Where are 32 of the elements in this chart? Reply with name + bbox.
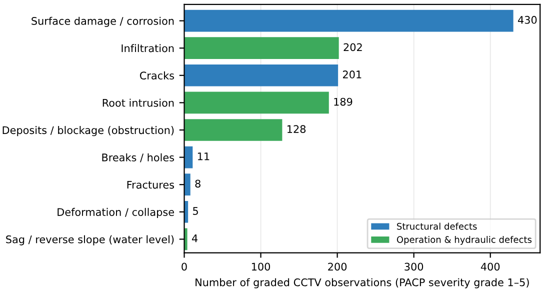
y-tick-label: Sag / reverse slope (water level): [6, 235, 174, 246]
bar: [184, 37, 339, 60]
y-tick-label: Deposits / blockage (obstruction): [2, 126, 174, 136]
bar: [184, 92, 329, 114]
x-tick-label: 400: [480, 262, 500, 271]
y-tick-label: Infiltration: [122, 44, 174, 52]
data-label: 430: [518, 16, 537, 24]
x-tick-label: 0: [182, 262, 187, 271]
x-tick-label: 200: [328, 262, 347, 271]
data-label: 8: [195, 180, 200, 188]
y-tick-label: Cracks: [140, 71, 174, 80]
data-label: 189: [334, 98, 352, 106]
x-tick-label: 100: [252, 262, 270, 271]
legend-label: Structural defects: [397, 222, 477, 230]
x-axis-title: Number of graded CCTV observations (PACP severity grade 1–5): [196, 278, 529, 288]
bar: [184, 174, 190, 196]
y-tick-label: Surface damage / corrosion: [32, 16, 174, 27]
data-label: 4: [192, 234, 198, 242]
y-tick-label: Breaks / holes: [102, 153, 174, 162]
data-label: 128: [288, 125, 306, 134]
data-label: 11: [198, 152, 210, 160]
legend-label: Operation & hydraulic defects: [396, 236, 532, 245]
bar: [184, 64, 338, 86]
y-tick-label: Root intrusion: [102, 98, 174, 107]
y-tick-label: Fractures: [127, 180, 174, 189]
x-tick-label: 300: [404, 262, 424, 271]
data-label: 5: [193, 207, 198, 215]
bar: [184, 119, 282, 141]
data-label: 201: [343, 70, 362, 78]
bar: [184, 10, 514, 32]
y-tick-label: Deformation / collapse: [58, 208, 174, 218]
data-label: 202: [344, 43, 362, 52]
